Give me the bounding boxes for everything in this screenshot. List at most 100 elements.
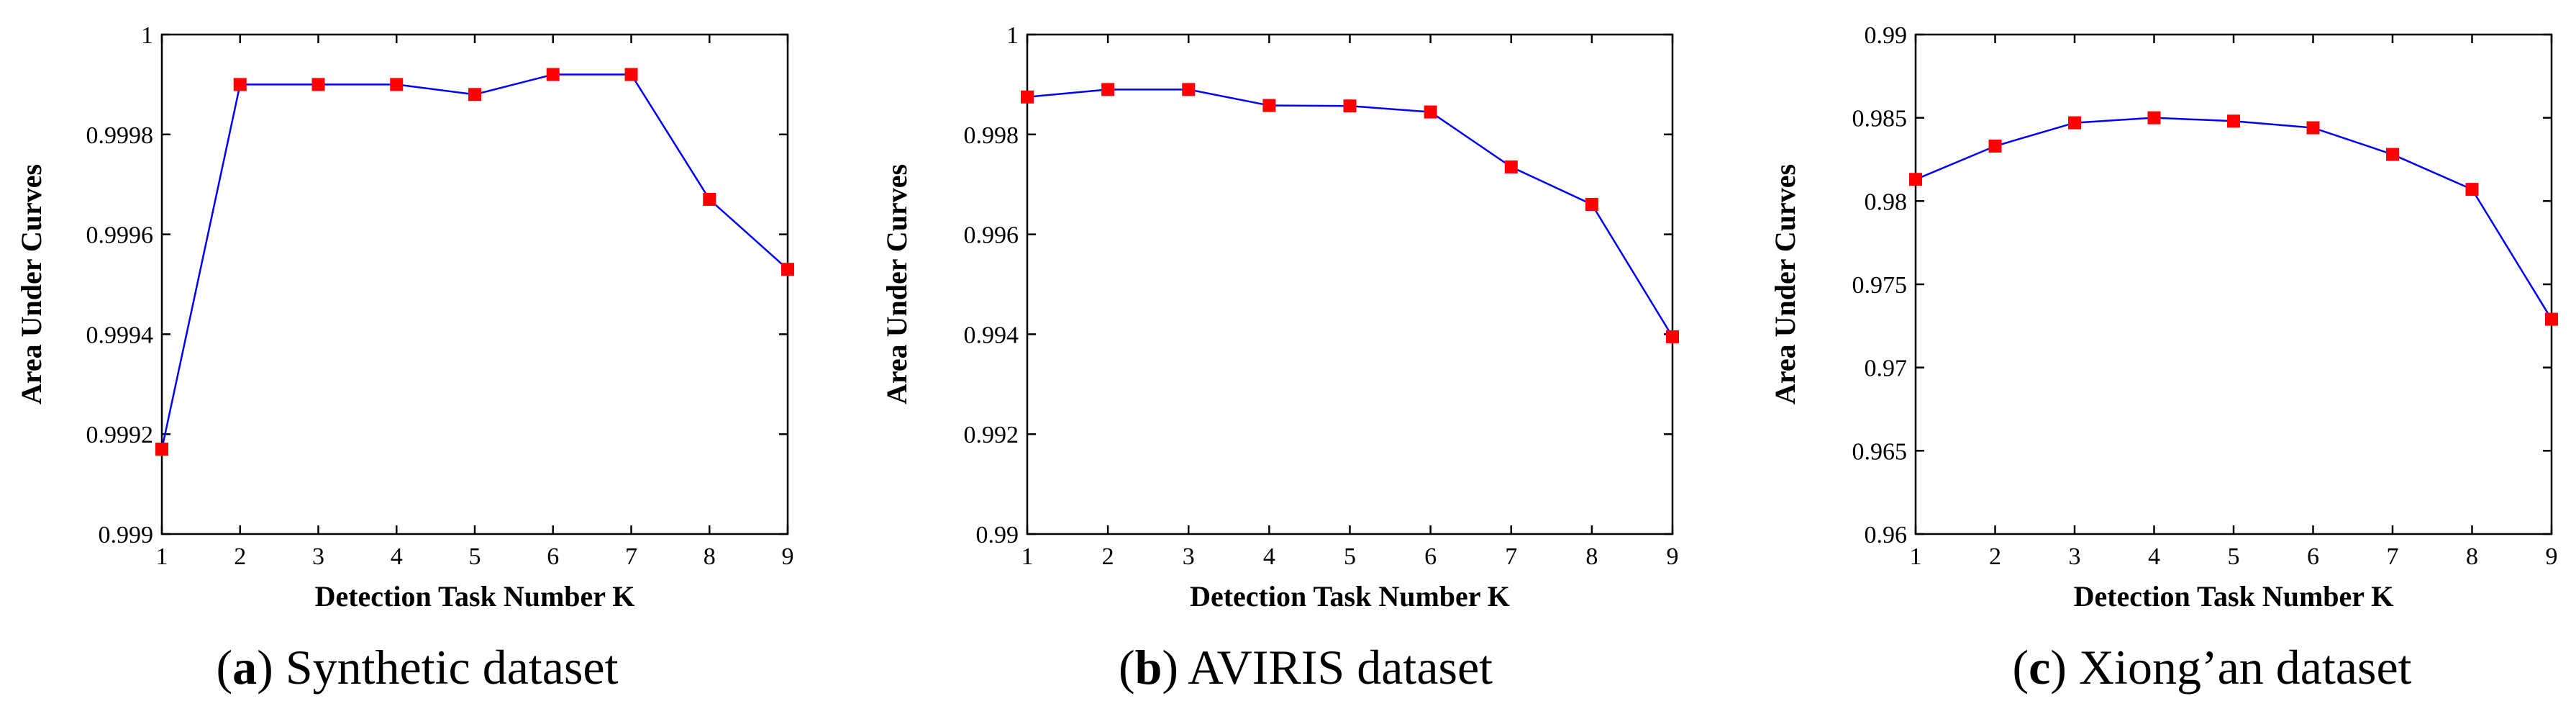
data-point-marker — [2386, 148, 2399, 161]
caption-text: AVIRIS dataset — [1188, 640, 1493, 695]
y-axis-label: Area Under Curves — [880, 164, 913, 404]
y-tick-label: 0.9992 — [86, 422, 154, 448]
data-point-marker — [311, 78, 325, 91]
plot-frame — [1914, 33, 2553, 535]
x-tick-label: 5 — [1344, 543, 1356, 570]
x-tick-label: 7 — [625, 543, 637, 570]
data-point-marker — [2306, 121, 2320, 135]
data-point-marker — [1343, 99, 1357, 113]
data-point-marker — [1666, 330, 1679, 343]
data-point-marker — [1262, 99, 1276, 112]
caption-paren-close: ) — [2050, 640, 2079, 695]
data-point-marker — [1424, 105, 1437, 119]
caption-paren-close: ) — [1162, 640, 1188, 695]
x-tick-label: 4 — [391, 543, 403, 570]
y-tick-label: 0.992 — [964, 422, 1019, 448]
y-tick-label: 0.999 — [99, 522, 154, 548]
y-tick-label: 0.965 — [1852, 438, 1908, 465]
y-tick-label: 0.975 — [1852, 272, 1908, 299]
x-tick-label: 2 — [1989, 543, 2001, 570]
y-tick-label: 0.97 — [1865, 356, 1908, 382]
data-point-marker — [624, 68, 638, 81]
data-point-marker — [1909, 173, 1922, 186]
caption-text: Xiong’an dataset — [2079, 640, 2412, 695]
y-tick-label: 0.96 — [1865, 522, 1908, 548]
x-tick-label: 3 — [312, 543, 324, 570]
data-point-marker — [1504, 160, 1518, 173]
chart-panel-b: 1 2 3 4 5 6 7 8 9 0.99 0.992 0.994 0.996 0.998 1 Detect… — [880, 22, 1679, 695]
data-point-marker — [1988, 139, 2002, 153]
y-tick-label: 0.998 — [964, 122, 1019, 149]
x-tick-label: 3 — [2069, 543, 2081, 570]
data-point-marker — [2147, 111, 2161, 125]
panel-caption: (a) Synthetic dataset — [217, 640, 619, 695]
x-tick-label: 9 — [2546, 543, 2558, 570]
y-tick-label: 0.99 — [1865, 22, 1908, 49]
data-point-marker — [703, 193, 716, 207]
caption-paren-open: ( — [217, 640, 233, 695]
data-point-marker — [233, 78, 247, 91]
y-tick-label: 0.985 — [1852, 106, 1908, 132]
data-point-marker — [2068, 116, 2081, 130]
data-point-marker — [2545, 312, 2558, 326]
x-tick-label: 1 — [1021, 543, 1034, 570]
x-tick-label: 1 — [1910, 543, 1922, 570]
x-tick-label: 2 — [234, 543, 246, 570]
x-tick-label: 9 — [1667, 543, 1679, 570]
y-tick-label: 0.98 — [1865, 189, 1908, 215]
x-tick-label: 4 — [1263, 543, 1275, 570]
x-tick-label: 6 — [547, 543, 559, 570]
chart-panel-a: 1 2 3 4 5 6 7 8 9 0.999 0.9992 0.9994 0.9996 0.9998 1 D… — [15, 22, 794, 695]
x-tick-label: 1 — [156, 543, 168, 570]
panel-caption: (c) Xiong’an dataset — [2012, 640, 2411, 695]
data-point-marker — [2465, 183, 2479, 196]
x-tick-label: 7 — [1505, 543, 1517, 570]
x-tick-label: 3 — [1183, 543, 1195, 570]
x-tick-label: 5 — [2228, 543, 2240, 570]
data-point-marker — [468, 88, 481, 101]
x-tick-label: 6 — [1424, 543, 1437, 570]
x-axis-label: Detection Task Number K — [1190, 580, 1510, 612]
caption-letter: c — [2029, 640, 2050, 695]
data-point-marker — [1182, 83, 1196, 96]
x-tick-label: 8 — [2466, 543, 2478, 570]
x-axis-label: Detection Task Number K — [2074, 580, 2394, 612]
series-line — [1915, 117, 2553, 320]
y-tick-label: 0.994 — [964, 322, 1019, 348]
y-axis-label: Area Under Curves — [1769, 164, 1801, 404]
data-point-marker — [1585, 197, 1598, 211]
panel-caption: (b) AVIRIS dataset — [1119, 640, 1493, 695]
caption-letter: b — [1135, 640, 1162, 695]
data-point-marker — [1101, 83, 1115, 96]
x-tick-label: 2 — [1102, 543, 1114, 570]
data-point-marker — [155, 443, 168, 456]
y-tick-label: 0.996 — [964, 222, 1019, 249]
caption-paren-open: ( — [1119, 640, 1135, 695]
x-tick-label: 6 — [2307, 543, 2319, 570]
caption-paren-open: ( — [2012, 640, 2029, 695]
data-point-marker — [781, 263, 794, 276]
y-tick-label: 0.9996 — [86, 222, 154, 249]
series-line — [160, 73, 788, 450]
x-tick-label: 4 — [2148, 543, 2160, 570]
x-tick-label: 5 — [469, 543, 481, 570]
plot-frame — [160, 33, 789, 535]
chart-panel-c: 1 2 3 4 5 6 7 8 9 0.96 0.965 0.97 0.975 0.98 0.985 0.99… — [1769, 22, 2558, 695]
y-axis-label: Area Under Curves — [15, 164, 47, 404]
caption-letter: a — [232, 640, 257, 695]
y-tick-label: 1 — [1006, 22, 1019, 49]
caption-paren-close: ) — [257, 640, 286, 695]
y-tick-label: 1 — [141, 22, 153, 49]
data-point-marker — [546, 68, 560, 81]
x-tick-label: 9 — [782, 543, 794, 570]
data-point-marker — [2227, 114, 2240, 128]
x-tick-label: 7 — [2387, 543, 2399, 570]
y-tick-label: 0.9994 — [86, 322, 154, 348]
x-axis-label: Detection Task Number K — [315, 580, 635, 612]
data-point-marker — [390, 78, 404, 91]
y-tick-label: 0.9998 — [86, 122, 154, 149]
caption-text: Synthetic dataset — [286, 640, 619, 695]
x-tick-label: 8 — [704, 543, 716, 570]
series-line — [1027, 89, 1674, 338]
